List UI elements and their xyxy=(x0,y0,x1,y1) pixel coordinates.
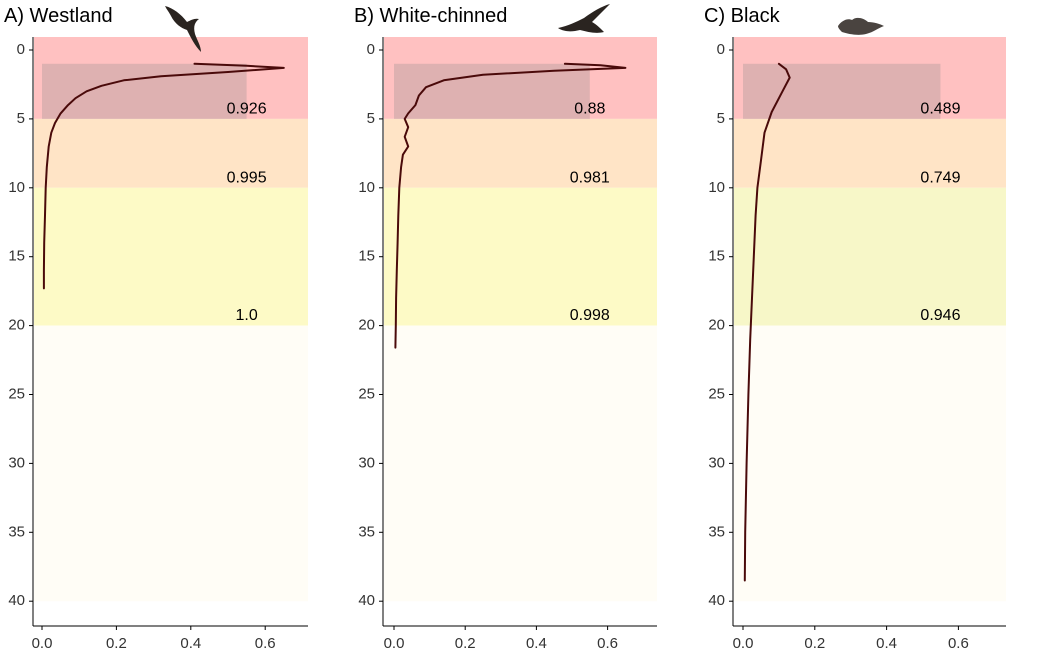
x-tick-label: 0.0 xyxy=(733,635,754,652)
density-curve xyxy=(743,62,791,582)
y-tick-label: 0 xyxy=(17,41,25,58)
y-tick-label: 5 xyxy=(717,110,725,127)
x-tick-label: 0.0 xyxy=(32,635,53,652)
depth-band xyxy=(34,118,308,188)
band-proportion-label: 0.926 xyxy=(227,100,267,117)
y-tick-label: 5 xyxy=(17,110,25,127)
band-proportion-label: 0.946 xyxy=(920,307,960,324)
y-tick-label: 35 xyxy=(708,523,725,540)
x-tick-label: 0.6 xyxy=(948,635,969,652)
density-curve xyxy=(394,62,627,349)
black-petrel-silhouette-icon xyxy=(838,17,884,35)
y-tick-label: 15 xyxy=(358,248,375,265)
y-tick-label: 0 xyxy=(367,41,375,58)
x-tick-label: 0.4 xyxy=(180,635,201,652)
x-tick-label: 0.2 xyxy=(455,635,476,652)
band-proportion-label: 0.749 xyxy=(920,169,960,186)
x-tick-label: 0.4 xyxy=(876,635,897,652)
panel-2: 0.88 0.981 0.998 0 5 10 15 20 25 30 35 40 0.0 0.2 0.4 0… xyxy=(354,4,657,652)
y-tick-label: 40 xyxy=(358,592,375,609)
depth-band xyxy=(384,187,657,326)
y-tick-label: 25 xyxy=(358,385,375,402)
panel-title: A) Westland xyxy=(4,5,113,27)
white-chinned-petrel-silhouette-icon xyxy=(558,4,610,33)
y-tick-label: 20 xyxy=(8,317,25,334)
panel-title: B) White-chinned xyxy=(354,5,507,27)
band-proportion-label: 1.0 xyxy=(235,307,257,324)
y-tick-label: 5 xyxy=(367,110,375,127)
y-tick-label: 15 xyxy=(8,248,25,265)
x-tick-label: 0.6 xyxy=(255,635,276,652)
y-tick-label: 30 xyxy=(358,454,375,471)
y-tick-label: 25 xyxy=(8,385,25,402)
depth-band xyxy=(734,187,1006,326)
band-proportion-label: 0.489 xyxy=(920,100,960,117)
depth-band xyxy=(384,37,657,119)
band-proportion-label: 0.995 xyxy=(227,169,267,186)
y-tick-label: 0 xyxy=(717,41,725,58)
x-tick-label: 0.2 xyxy=(804,635,825,652)
depth-band xyxy=(734,118,1006,188)
depth-band xyxy=(384,325,657,602)
x-tick-label: 0.0 xyxy=(384,635,405,652)
panel-1: 0.926 0.995 1.0 0 5 10 15 20 25 30 35 40 0.0 0.2 0.4 0.… xyxy=(4,5,308,652)
depth-band xyxy=(34,37,308,119)
y-tick-label: 15 xyxy=(708,248,725,265)
depth-band xyxy=(734,37,1006,119)
y-tick-label: 10 xyxy=(708,179,725,196)
y-tick-label: 35 xyxy=(358,523,375,540)
westland-petrel-silhouette-icon xyxy=(165,6,201,52)
x-tick-label: 0.6 xyxy=(597,635,618,652)
y-tick-label: 25 xyxy=(708,385,725,402)
depth-band xyxy=(384,118,657,188)
density-curve xyxy=(42,62,285,290)
y-tick-label: 10 xyxy=(8,179,25,196)
y-tick-label: 20 xyxy=(358,317,375,334)
y-tick-label: 30 xyxy=(8,454,25,471)
y-tick-label: 20 xyxy=(708,317,725,334)
band-proportion-label: 0.998 xyxy=(570,307,610,324)
shaded-region xyxy=(394,63,590,119)
y-tick-label: 40 xyxy=(708,592,725,609)
x-tick-label: 0.2 xyxy=(106,635,127,652)
depth-band xyxy=(734,325,1006,602)
band-proportion-label: 0.88 xyxy=(574,100,605,117)
band-proportion-label: 0.981 xyxy=(570,169,610,186)
depth-band xyxy=(34,325,308,602)
y-tick-label: 10 xyxy=(358,179,375,196)
y-tick-label: 30 xyxy=(708,454,725,471)
x-tick-label: 0.4 xyxy=(526,635,547,652)
depth-band xyxy=(34,187,308,326)
panel-title: C) Black xyxy=(704,5,781,27)
shaded-region xyxy=(743,63,941,119)
y-tick-label: 40 xyxy=(8,592,25,609)
y-tick-label: 35 xyxy=(8,523,25,540)
panel-3: 0.489 0.749 0.946 0 5 10 15 20 25 30 35 40 0.0 0.2 0.4… xyxy=(704,5,1006,652)
